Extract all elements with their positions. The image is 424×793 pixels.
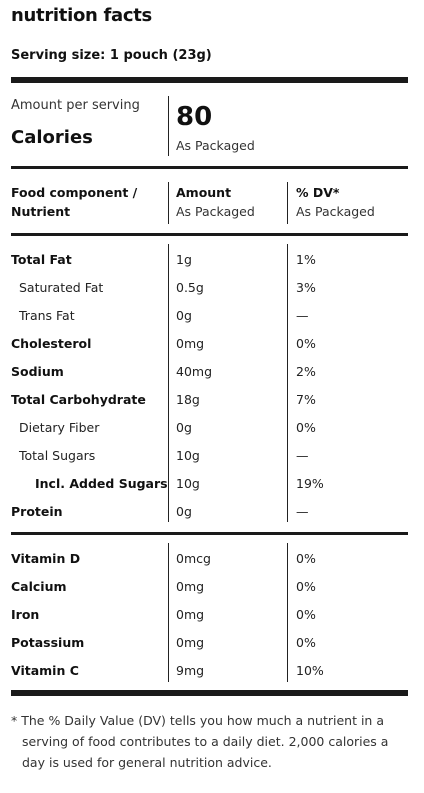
nutrient-name: Sodium: [11, 364, 64, 379]
nutrient-name: Total Sugars: [19, 448, 96, 463]
nutrient-dv: 2%: [296, 364, 316, 379]
header-dv: % DV* As Packaged: [296, 185, 375, 219]
nutrient-name: Saturated Fat: [19, 280, 104, 295]
nutrient-amount: 1g: [176, 252, 192, 267]
calories-value: 80: [176, 102, 213, 132]
vitamin-amount: 0mg: [176, 607, 205, 622]
nutrient-dv: 3%: [296, 280, 316, 295]
nutrient-amount: 40mg: [176, 364, 213, 379]
footnote-line: day is used for general nutrition advice…: [22, 755, 272, 770]
vitamin-amount: 0mg: [176, 579, 205, 594]
nutrient-dv: 1%: [296, 252, 316, 267]
nutrients-divider-2: [287, 244, 288, 522]
section-divider: [11, 532, 408, 535]
nutrient-dv: —: [296, 504, 309, 519]
footnote: * The % Daily Value (DV) tells you how m…: [11, 710, 401, 773]
nutrient-amount: 0g: [176, 420, 192, 435]
vitamin-amount: 0mcg: [176, 551, 211, 566]
section-divider: [11, 233, 408, 236]
header-amount-sub: As Packaged: [176, 204, 255, 219]
header-component: Food component / Nutrient: [11, 185, 137, 219]
vitamin-name: Vitamin C: [11, 663, 79, 678]
vitamin-dv: 0%: [296, 579, 316, 594]
nutrient-amount: 0mg: [176, 336, 205, 351]
nutrient-name: Cholesterol: [11, 336, 92, 351]
nutrient-dv: 0%: [296, 336, 316, 351]
label-title: nutrition facts: [11, 5, 152, 26]
header-amount-label: Amount: [176, 185, 232, 200]
nutrient-amount: 10g: [176, 476, 200, 491]
section-divider: [11, 166, 408, 169]
vitamin-dv: 0%: [296, 635, 316, 650]
nutrients-divider-1: [168, 244, 169, 522]
vitamin-amount: 9mg: [176, 663, 205, 678]
nutrient-amount: 10g: [176, 448, 200, 463]
footnote-line: * The % Daily Value (DV) tells you how m…: [11, 713, 384, 728]
nutrient-dv: 0%: [296, 420, 316, 435]
nutrient-amount: 18g: [176, 392, 200, 407]
nutrient-amount: 0.5g: [176, 280, 204, 295]
nutrient-name: Total Carbohydrate: [11, 392, 146, 407]
nutrient-amount: 0g: [176, 504, 192, 519]
nutrient-name: Trans Fat: [19, 308, 75, 323]
header-dv-sub: As Packaged: [296, 204, 375, 219]
header-divider-2: [287, 182, 288, 224]
header-component-line2: Nutrient: [11, 204, 71, 219]
calories-label: Calories: [11, 127, 93, 148]
vitamin-dv: 0%: [296, 607, 316, 622]
thick-divider: [11, 77, 408, 83]
vitamins-divider-2: [287, 543, 288, 682]
calories-sub: As Packaged: [176, 138, 255, 153]
nutrient-dv: —: [296, 308, 309, 323]
footnote-line: serving of food contributes to a daily d…: [22, 734, 389, 749]
nutrient-amount: 0g: [176, 308, 192, 323]
vitamin-dv: 10%: [296, 663, 324, 678]
vitamin-dv: 0%: [296, 551, 316, 566]
header-component-line1: Food component /: [11, 185, 138, 200]
calories-divider: [168, 96, 169, 156]
nutrient-name: Incl. Added Sugars: [35, 476, 168, 491]
vitamin-amount: 0mg: [176, 635, 205, 650]
header-divider-1: [168, 182, 169, 224]
serving-size: Serving size: 1 pouch (23g): [11, 48, 212, 63]
vitamin-name: Calcium: [11, 579, 67, 594]
nutrient-name: Dietary Fiber: [19, 420, 100, 435]
thick-divider: [11, 690, 408, 696]
vitamins-divider-1: [168, 543, 169, 682]
vitamin-name: Potassium: [11, 635, 85, 650]
nutrient-name: Total Fat: [11, 252, 72, 267]
amount-per-serving: Amount per serving: [11, 98, 140, 113]
vitamin-name: Iron: [11, 607, 40, 622]
header-dv-label: % DV*: [296, 185, 340, 200]
nutrient-dv: 19%: [296, 476, 324, 491]
nutrient-name: Protein: [11, 504, 63, 519]
nutrient-dv: —: [296, 448, 309, 463]
vitamin-name: Vitamin D: [11, 551, 81, 566]
header-amount: Amount As Packaged: [176, 185, 255, 219]
nutrient-dv: 7%: [296, 392, 316, 407]
